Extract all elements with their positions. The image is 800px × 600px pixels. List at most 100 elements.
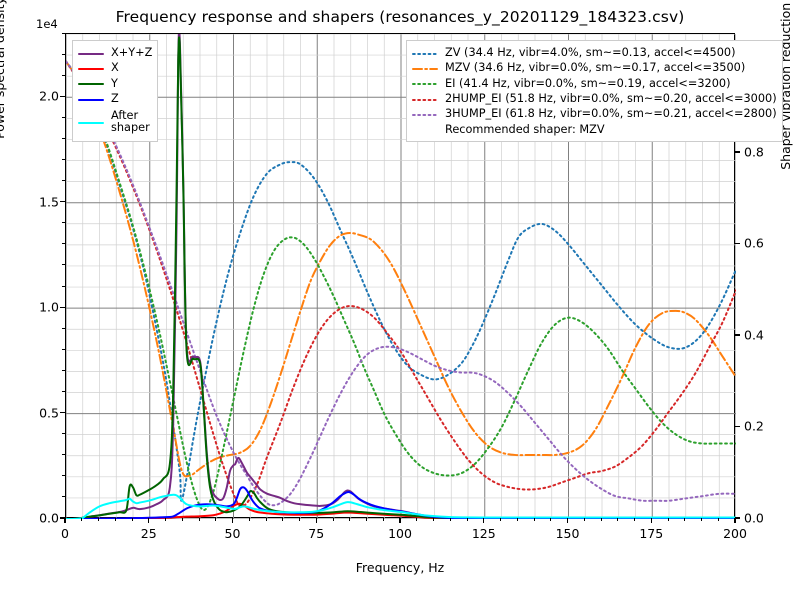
- y-tick-mark-left-minor: [62, 390, 65, 392]
- legend-line-sample: [412, 98, 438, 101]
- y-tick-label-left: 2.0: [39, 88, 59, 104]
- legend-label: 3HUMP_EI (61.8 Hz, vibr=0.0%, sm~=0.21, …: [445, 107, 777, 121]
- y-tick-mark-right: [735, 242, 740, 245]
- x-tick-label: 25: [140, 526, 157, 541]
- legend-swatch: [78, 115, 104, 129]
- legend-swatch: [78, 92, 104, 106]
- x-tick-mark-minor: [98, 518, 99, 521]
- y-tick-mark-left-minor: [62, 32, 65, 34]
- series-mzv: [66, 60, 736, 478]
- y-tick-mark-right: [735, 334, 740, 336]
- legend-item-y[interactable]: Y: [78, 76, 152, 91]
- legend-swatch: [412, 107, 438, 121]
- y-tick-mark-left-minor: [62, 327, 65, 329]
- x-tick-mark-minor: [500, 518, 501, 521]
- legend-line-sample: [78, 68, 104, 71]
- y-tick-mark-right: [735, 425, 740, 428]
- x-tick-mark-minor: [131, 518, 133, 521]
- legend-shapers[interactable]: ZV (34.4 Hz, vibr=4.0%, sm~=0.13, accel<…: [406, 40, 783, 143]
- x-tick-mark-minor: [684, 518, 686, 521]
- legend-item-zv[interactable]: ZV (34.4 Hz, vibr=4.0%, sm~=0.13, accel<…: [412, 45, 777, 60]
- y-axis-label-left: Power spectral density: [0, 0, 7, 139]
- x-tick-mark-minor: [198, 518, 200, 521]
- x-tick-mark-minor: [550, 518, 552, 521]
- x-tick-label: 200: [723, 526, 747, 541]
- grid-lines: [66, 34, 736, 519]
- legend-item-mzv[interactable]: MZV (34.6 Hz, vibr=0.0%, sm~=0.17, accel…: [412, 60, 777, 75]
- legend-line-sample: [78, 52, 104, 55]
- y-tick-mark-left-minor: [62, 74, 65, 76]
- x-tick-mark-minor: [600, 518, 602, 521]
- x-tick-mark-minor: [701, 518, 702, 521]
- legend-psd[interactable]: X+Y+Z X Y Z After shaper: [72, 40, 159, 142]
- x-tick-mark-minor: [466, 518, 468, 521]
- series-ei: [66, 60, 736, 512]
- y-tick-mark-left-minor: [62, 180, 65, 182]
- y-tick-mark-left-minor: [62, 243, 65, 245]
- y-tick-mark-left-minor: [62, 137, 65, 139]
- legend-label: Z: [111, 91, 119, 105]
- y-tick-label-left: 1.5: [39, 194, 59, 210]
- legend-label: EI (41.4 Hz, vibr=0.0%, sm~=0.19, accel<…: [445, 76, 731, 90]
- y-tick-mark-left-minor: [62, 475, 65, 477]
- x-tick-mark: [399, 518, 401, 523]
- legend-swatch: [78, 76, 104, 90]
- series-z: [66, 486, 736, 519]
- legend-swatch: [412, 46, 438, 60]
- legend-label: ZV (34.4 Hz, vibr=4.0%, sm~=0.13, accel<…: [445, 45, 736, 59]
- y-tick-label-right: 0.6: [744, 235, 764, 251]
- x-tick-mark-minor: [248, 518, 250, 521]
- legend-label: 2HUMP_EI (51.8 Hz, vibr=0.0%, sm~=0.20, …: [445, 91, 777, 105]
- x-tick-mark-minor: [634, 518, 635, 521]
- x-tick-mark-minor: [332, 518, 334, 521]
- x-tick-mark-minor: [583, 518, 585, 521]
- y-tick-mark-left-minor: [62, 53, 65, 55]
- y-tick-mark-right: [735, 517, 740, 519]
- y-tick-label-right: 0.2: [744, 418, 764, 434]
- x-tick-mark: [483, 518, 485, 523]
- legend-label: After shaper: [111, 108, 150, 134]
- x-tick-mark: [64, 518, 66, 523]
- legend-item-z[interactable]: Z: [78, 91, 152, 106]
- legend-item-ei[interactable]: EI (41.4 Hz, vibr=0.0%, sm~=0.19, accel<…: [412, 76, 777, 91]
- x-tick-mark: [650, 518, 652, 523]
- y-tick-mark-left: [60, 306, 65, 308]
- y-tick-mark-left: [60, 411, 65, 414]
- legend-label: X: [111, 61, 119, 75]
- y-tick-label-right: 0.4: [744, 327, 764, 343]
- x-tick-mark-minor: [516, 518, 518, 521]
- y-tick-mark-left: [60, 517, 65, 519]
- y-tick-mark-left: [60, 201, 65, 203]
- x-tick-mark-minor: [165, 518, 166, 521]
- x-tick-mark: [734, 518, 736, 523]
- legend-item-2hump-ei[interactable]: 2HUMP_EI (51.8 Hz, vibr=0.0%, sm~=0.20, …: [412, 91, 777, 106]
- x-tick-mark-minor: [181, 518, 183, 521]
- y-tick-mark-left-minor: [62, 369, 65, 371]
- y-tick-label-left: 1.0: [39, 299, 59, 315]
- legend-line-sample: [412, 52, 438, 55]
- y-tick-mark-left-minor: [62, 264, 65, 266]
- legend-item-after-shaper[interactable]: After shaper: [78, 107, 152, 137]
- x-tick-mark-minor: [81, 518, 83, 521]
- x-tick-label: 150: [555, 526, 580, 541]
- legend-item-x-y-z[interactable]: X+Y+Z: [78, 45, 152, 60]
- legend-label: Y: [111, 76, 118, 90]
- x-tick-mark-minor: [533, 518, 535, 521]
- x-tick-mark: [148, 518, 150, 523]
- x-tick-mark-minor: [299, 518, 300, 521]
- legend-label: MZV (34.6 Hz, vibr=0.0%, sm~=0.17, accel…: [445, 61, 746, 75]
- x-tick-mark-minor: [366, 518, 367, 521]
- legend-swatch: [412, 76, 438, 90]
- legend-item-3hump-ei[interactable]: 3HUMP_EI (61.8 Hz, vibr=0.0%, sm~=0.21, …: [412, 107, 777, 122]
- legend-item-x[interactable]: X: [78, 60, 152, 75]
- x-tick-mark-minor: [449, 518, 451, 521]
- x-tick-mark-minor: [215, 518, 217, 521]
- y-tick-mark-left-minor: [62, 222, 65, 224]
- series-after-shaper: [66, 493, 736, 519]
- x-tick-mark: [566, 518, 569, 523]
- legend-label: X+Y+Z: [111, 45, 153, 59]
- legend-line-sample: [412, 68, 438, 71]
- legend-swatch: [412, 92, 438, 106]
- y-tick-mark-left-minor: [62, 116, 65, 118]
